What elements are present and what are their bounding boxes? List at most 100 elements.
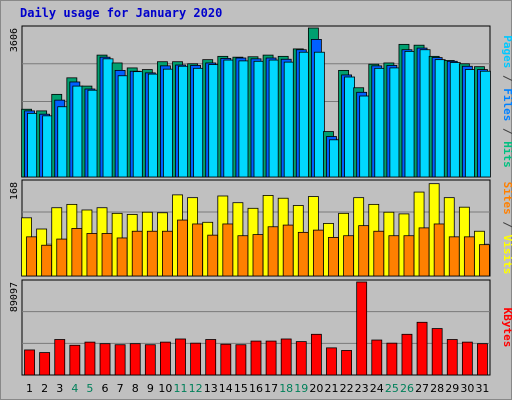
mid-bar-sites-day-29 bbox=[448, 236, 460, 277]
chart-title: Daily usage for January 2020 bbox=[20, 6, 222, 20]
day-label-31: 31 bbox=[475, 382, 489, 395]
mid-bar-sites-day-7 bbox=[116, 237, 128, 277]
mid-bar-sites-day-13 bbox=[207, 234, 219, 277]
top-legend-part: Pages bbox=[501, 35, 512, 68]
top-bar-pages-day-25 bbox=[389, 67, 401, 178]
bottom-bar-kbytes-day-9 bbox=[144, 344, 156, 376]
top-bar-pages-day-8 bbox=[132, 71, 144, 178]
mid-bar-sites-day-5 bbox=[86, 233, 98, 277]
top-bar-pages-day-3 bbox=[57, 106, 69, 178]
mid-bar-sites-day-23 bbox=[358, 225, 370, 277]
top-bar-pages-day-20 bbox=[313, 51, 325, 178]
bottom-legend-part: KBytes bbox=[501, 308, 512, 348]
bottom-bar-kbytes-day-10 bbox=[160, 341, 171, 376]
mid-bar-sites-day-14 bbox=[222, 223, 234, 277]
top-bar-pages-day-12 bbox=[193, 67, 205, 178]
day-label-4: 4 bbox=[71, 382, 78, 395]
top-bar-pages-day-9 bbox=[147, 73, 159, 178]
top-bar-pages-day-4 bbox=[72, 85, 84, 178]
top-legend-label: Pages / Files / Hits bbox=[501, 35, 512, 168]
mid-bar-sites-day-25 bbox=[388, 235, 400, 277]
day-label-20: 20 bbox=[309, 382, 323, 395]
bottom-max-label: 89097 bbox=[9, 282, 20, 312]
mid-bar-sites-day-4 bbox=[71, 228, 83, 277]
day-label-12: 12 bbox=[189, 382, 203, 395]
top-bar-pages-day-7 bbox=[117, 75, 129, 178]
mid-panel: 168 Sites / Visits bbox=[9, 179, 512, 277]
bottom-bar-kbytes-day-23 bbox=[356, 281, 368, 376]
top-bar-pages-day-31 bbox=[480, 70, 491, 178]
mid-bar-sites-day-18 bbox=[282, 224, 294, 277]
mid-bar-sites-day-24 bbox=[373, 230, 385, 277]
day-label-6: 6 bbox=[102, 382, 109, 395]
top-legend-part: / bbox=[501, 121, 512, 141]
bottom-bar-kbytes-day-7 bbox=[114, 344, 126, 376]
day-label-13: 13 bbox=[204, 382, 218, 395]
top-bar-pages-day-16 bbox=[253, 60, 265, 178]
day-label-19: 19 bbox=[294, 382, 308, 395]
top-legend-part: Hits bbox=[501, 141, 512, 168]
top-bar-pages-day-15 bbox=[238, 60, 250, 178]
mid-bar-sites-day-30 bbox=[463, 236, 475, 277]
day-label-21: 21 bbox=[324, 382, 338, 395]
bottom-bar-kbytes-day-8 bbox=[129, 343, 141, 376]
bottom-bar-kbytes-day-15 bbox=[235, 344, 247, 376]
mid-legend-part: / bbox=[501, 215, 512, 235]
mid-bar-sites-day-1 bbox=[26, 236, 37, 277]
mid-bar-sites-day-21 bbox=[328, 236, 339, 277]
top-bar-pages-day-23 bbox=[359, 95, 371, 178]
day-label-3: 3 bbox=[56, 382, 63, 395]
day-label-17: 17 bbox=[264, 382, 278, 395]
day-label-28: 28 bbox=[430, 382, 444, 395]
mid-bar-sites-day-20 bbox=[312, 229, 324, 277]
top-bar-pages-day-13 bbox=[208, 64, 220, 178]
bottom-panel: 89097 KBytes bbox=[9, 279, 512, 376]
top-panel: 3606 Pages / Files / Hits bbox=[9, 25, 512, 178]
mid-bar-sites-day-27 bbox=[418, 227, 430, 277]
day-label-25: 25 bbox=[385, 382, 399, 395]
bottom-bar-kbytes-day-31 bbox=[477, 343, 488, 376]
bottom-bar-kbytes-day-12 bbox=[190, 342, 202, 376]
top-legend-part: Files bbox=[501, 88, 512, 121]
top-bar-pages-day-11 bbox=[178, 65, 189, 178]
mid-bar-sites-day-3 bbox=[56, 238, 68, 277]
top-bar-pages-day-22 bbox=[344, 76, 355, 178]
top-bar-pages-day-29 bbox=[449, 62, 461, 178]
day-label-5: 5 bbox=[86, 382, 93, 395]
top-bar-pages-day-5 bbox=[87, 89, 99, 178]
day-label-9: 9 bbox=[147, 382, 154, 395]
bottom-bar-kbytes-day-24 bbox=[371, 339, 383, 376]
mid-bar-sites-day-2 bbox=[41, 244, 53, 277]
day-label-1: 1 bbox=[26, 382, 33, 395]
bottom-bar-kbytes-day-19 bbox=[295, 341, 307, 376]
day-label-24: 24 bbox=[370, 382, 384, 395]
mid-bar-sites-day-16 bbox=[252, 234, 264, 277]
bottom-bar-kbytes-day-20 bbox=[310, 333, 322, 376]
mid-bar-sites-day-31 bbox=[479, 244, 490, 277]
bottom-bar-kbytes-day-22 bbox=[341, 350, 352, 376]
top-bar-pages-day-27 bbox=[419, 49, 431, 178]
day-label-16: 16 bbox=[249, 382, 263, 395]
day-label-2: 2 bbox=[41, 382, 48, 395]
bottom-bar-kbytes-day-25 bbox=[386, 342, 398, 376]
day-label-18: 18 bbox=[279, 382, 293, 395]
bottom-bar-kbytes-day-3 bbox=[54, 339, 66, 376]
day-label-30: 30 bbox=[460, 382, 474, 395]
mid-bar-sites-day-28 bbox=[433, 223, 445, 277]
bottom-bar-kbytes-day-18 bbox=[280, 338, 292, 376]
bottom-bar-kbytes-day-29 bbox=[446, 339, 458, 376]
day-label-23: 23 bbox=[355, 382, 369, 395]
mid-bar-sites-day-15 bbox=[237, 235, 249, 277]
top-bar-pages-day-2 bbox=[42, 115, 54, 178]
mid-legend-label: Sites / Visits bbox=[501, 182, 512, 275]
top-bar-pages-day-24 bbox=[374, 67, 386, 178]
mid-bar-sites-day-26 bbox=[403, 235, 415, 277]
bottom-legend-label: KBytes bbox=[501, 308, 512, 348]
mid-legend-part: Sites bbox=[501, 182, 512, 215]
day-label-27: 27 bbox=[415, 382, 429, 395]
top-bar-pages-day-17 bbox=[268, 59, 280, 178]
top-bar-pages-day-30 bbox=[464, 69, 476, 178]
top-bar-pages-day-19 bbox=[298, 51, 310, 178]
mid-bar-sites-day-8 bbox=[131, 230, 143, 277]
